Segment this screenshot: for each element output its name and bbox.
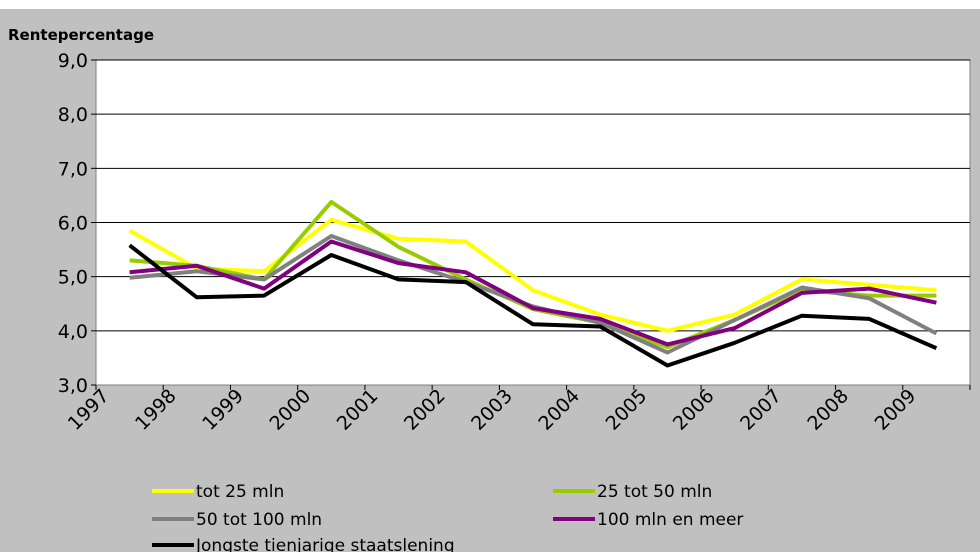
series-lines: [128, 199, 938, 368]
x-tick-label: 2008: [803, 385, 853, 435]
x-tick-label: 2006: [669, 385, 719, 435]
y-tick-label: 7,0: [58, 158, 88, 180]
legend-label: Jongste tienjarige staatslening: [195, 536, 455, 552]
legend-label: 50 tot 100 mln: [196, 510, 322, 530]
x-tick-label: 2004: [534, 385, 584, 435]
series-line: [128, 243, 938, 368]
y-tick-label: 6,0: [58, 213, 88, 235]
y-tick-label: 8,0: [58, 104, 88, 126]
x-axis-ticks: 1997 1998 1999 2000 2001 2002 2003 2004 2005 2006…: [64, 385, 971, 435]
legend: tot 25 mln 25 tot 50 mln 50 tot 100 mln 100…: [152, 482, 743, 552]
y-tick-label: 3,0: [58, 375, 88, 397]
x-tick-label: 2007: [736, 385, 786, 435]
y-axis-label: Rentepercentage: [8, 26, 154, 44]
y-tick-label: 9,0: [58, 50, 88, 72]
y-axis-ticks: 3,0 4,0 5,0 6,0 7,0 8,0 9,0: [58, 50, 96, 397]
legend-label: 100 mln en meer: [597, 510, 743, 530]
legend-label: 25 tot 50 mln: [597, 482, 712, 502]
x-tick-label: 2002: [400, 385, 450, 435]
line-chart: Rentepercentage 3,0 4,0 5,0 6,0 7,0 8,0 9,0 19…: [8, 26, 971, 552]
x-tick-label: 2001: [333, 385, 383, 435]
chart-frame: Rentepercentage 3,0 4,0 5,0 6,0 7,0 8,0 9,0 19…: [0, 9, 980, 552]
y-tick-label: 5,0: [58, 267, 88, 289]
x-tick-label: 2009: [871, 385, 921, 435]
x-tick-label: 2000: [265, 385, 315, 435]
x-tick-label: 2005: [602, 385, 652, 435]
x-tick-label: 1999: [198, 385, 248, 435]
x-tick-label: 1998: [131, 385, 181, 435]
series-line: [128, 217, 937, 333]
legend-label: tot 25 mln: [196, 482, 284, 502]
x-tick-label: 2003: [467, 385, 517, 435]
y-tick-label: 4,0: [58, 321, 88, 343]
series-line: [129, 239, 937, 347]
